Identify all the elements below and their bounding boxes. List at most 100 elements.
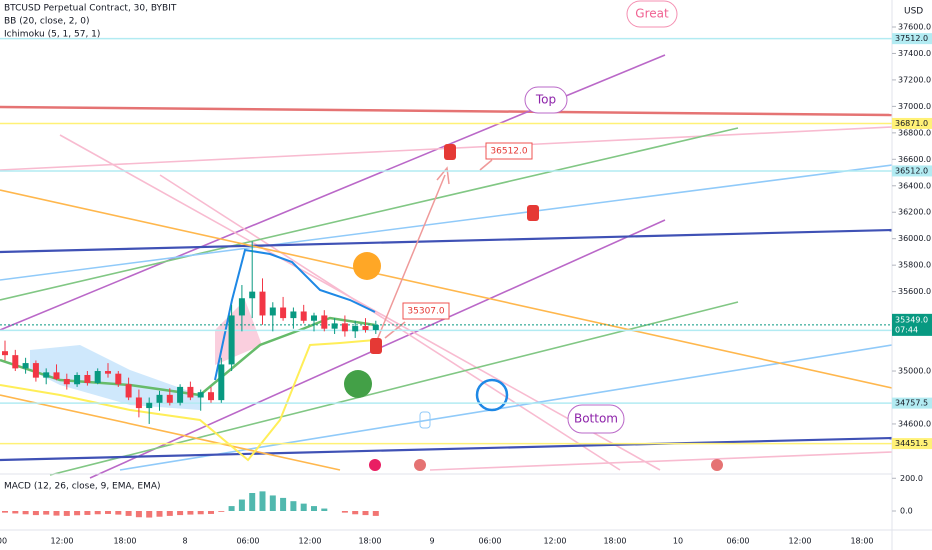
y-tick-label: 37200.0 <box>898 75 931 84</box>
macd-bar <box>238 499 245 511</box>
candle-body <box>259 291 266 316</box>
macd-bar <box>341 511 348 513</box>
candle-body <box>228 315 235 365</box>
annotation: Bottom <box>574 412 618 426</box>
candle-body <box>94 371 101 383</box>
candle-body <box>341 323 348 332</box>
bubble <box>626 0 678 28</box>
y-tick-label: 35800.0 <box>898 261 931 270</box>
candle-body <box>290 311 297 319</box>
x-tick-label: 12:00 <box>543 537 566 546</box>
macd-bar <box>22 511 29 515</box>
macd-bar <box>2 511 8 513</box>
price-tag-label: 34757.5 <box>895 399 928 408</box>
trend-line <box>429 451 893 471</box>
chart-title: BTCUSD Perpetual Contract, 30, BYBIT <box>4 4 177 14</box>
y-tick-label: 36000.0 <box>898 234 931 243</box>
trend-line <box>0 105 893 117</box>
callout-pointer <box>479 159 493 171</box>
macd-tick-label: 200.0 <box>900 474 923 483</box>
macd-bar <box>115 511 122 515</box>
price-tag <box>892 165 932 177</box>
trend-line <box>0 127 739 301</box>
macd-tick-label: 0.0 <box>900 507 913 516</box>
x-tick-label: 12:00 <box>298 537 321 546</box>
trend-line <box>0 228 893 254</box>
ichimoku-cloud <box>215 300 262 365</box>
candle-body <box>331 323 338 329</box>
candle-body <box>63 378 70 385</box>
candle-body <box>156 394 163 403</box>
icons <box>344 144 723 471</box>
candle-body <box>311 315 317 321</box>
last-price-label: 35349.0 <box>895 315 928 324</box>
callout-box <box>402 302 450 320</box>
trend-line <box>0 189 893 389</box>
x-tick-label: 18:00 <box>850 537 873 546</box>
candle-body <box>74 374 81 385</box>
price-tag-label: 36512.0 <box>895 166 928 175</box>
candle-body <box>135 397 142 409</box>
candle-body <box>22 363 29 369</box>
indicator-legend: Ichimoku (5, 1, 57, 1) <box>4 30 100 40</box>
price-tag-label: 36871.0 <box>895 119 928 128</box>
candle-body <box>352 326 359 332</box>
macd-bar <box>362 511 369 516</box>
macd-bar <box>311 506 317 511</box>
candle-body <box>280 307 287 319</box>
macd-bar <box>94 511 101 515</box>
x-tick-label: 06:00 <box>478 537 501 546</box>
candle-body <box>249 291 256 299</box>
macd-bar <box>125 511 132 516</box>
callout-label: 35307.0 <box>407 307 444 317</box>
candle-body <box>115 373 122 385</box>
annotation: Great <box>635 7 669 21</box>
x-tick-label: 18:00 <box>113 537 136 546</box>
callout-label: 36512.0 <box>490 147 527 157</box>
x-tick-label: 00 <box>0 537 7 546</box>
hand-icon <box>444 144 456 160</box>
y-tick-label: 35000.0 <box>898 367 931 376</box>
candle-body <box>166 394 173 403</box>
candle-body <box>32 363 39 378</box>
event-icon <box>414 459 426 471</box>
bubbles: Great Top Bottom 36512.0 35307.0 <box>402 0 678 434</box>
callout-box <box>485 142 533 160</box>
neutral-icon <box>344 370 372 398</box>
macd-bar <box>187 511 194 515</box>
candle-body <box>372 324 379 331</box>
macd-bar <box>135 511 142 518</box>
macd-bar <box>228 506 235 511</box>
price-tag <box>892 117 932 129</box>
candle-body <box>105 371 111 374</box>
trend-line <box>0 436 893 462</box>
x-tick-label: 8 <box>182 537 187 546</box>
macd-bar <box>259 491 266 511</box>
macd-bar <box>300 503 307 511</box>
y-tick-label: 34600.0 <box>898 419 931 428</box>
macd-bar <box>146 511 153 518</box>
bb-upper <box>214 248 376 381</box>
macd-bar <box>208 511 214 514</box>
price-tag <box>892 438 932 450</box>
macd-legend: MACD (12, 26, close, 9, EMA, EMA) <box>4 482 161 492</box>
candle-body <box>238 298 245 316</box>
macd-bar <box>105 511 111 514</box>
plot <box>0 37 892 445</box>
macd-bar <box>372 511 379 516</box>
y-tick-label: 36400.0 <box>898 181 931 190</box>
candle-body <box>177 386 184 403</box>
macd-bar <box>218 511 225 512</box>
candle-body <box>53 372 60 379</box>
price-tag <box>892 33 932 45</box>
candle-body <box>125 384 132 398</box>
last-price-tag <box>892 313 932 336</box>
candle-body <box>84 374 91 383</box>
macd-bar <box>290 501 297 511</box>
macd-bar <box>269 495 276 511</box>
candle-body <box>187 386 194 398</box>
candle-body <box>208 392 214 401</box>
trend-line <box>159 174 621 471</box>
macd-bar <box>321 508 328 511</box>
drawings <box>0 54 893 479</box>
